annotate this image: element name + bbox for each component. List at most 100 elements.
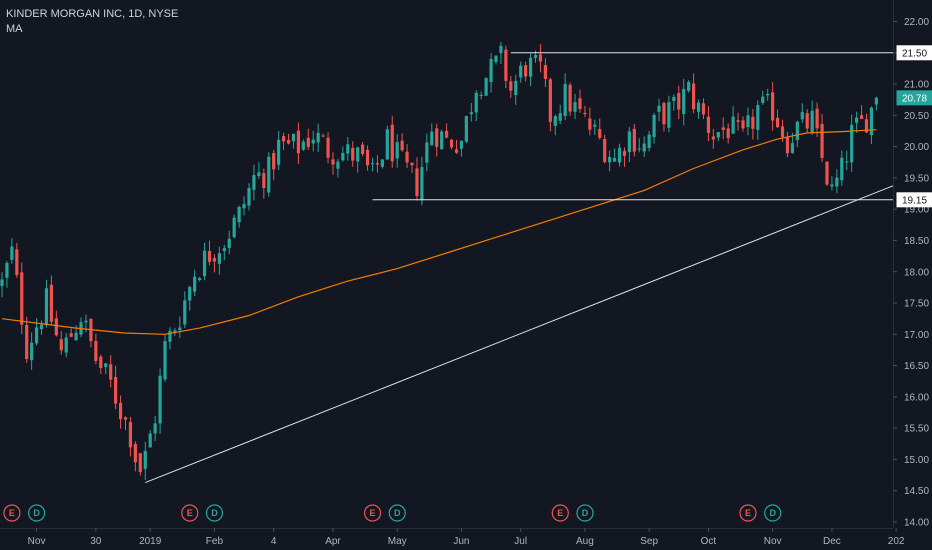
candle-body[interactable] xyxy=(232,217,236,238)
candle-body[interactable] xyxy=(395,142,399,159)
candle-body[interactable] xyxy=(622,151,627,156)
candle-body[interactable] xyxy=(227,238,231,248)
candle-body[interactable] xyxy=(805,113,809,129)
candle-body[interactable] xyxy=(272,153,276,170)
candle-body[interactable] xyxy=(874,97,878,105)
candle-body[interactable] xyxy=(10,246,14,260)
candle-body[interactable] xyxy=(5,263,9,278)
candle-body[interactable] xyxy=(440,131,444,150)
candle-body[interactable] xyxy=(198,278,202,281)
candle-body[interactable] xyxy=(415,168,419,197)
earnings-marker[interactable] xyxy=(363,504,382,522)
candle-body[interactable] xyxy=(84,320,88,323)
candle-body[interactable] xyxy=(563,84,567,116)
candle-body[interactable] xyxy=(138,453,142,472)
candle-body[interactable] xyxy=(637,148,641,150)
candle-body[interactable] xyxy=(746,115,750,128)
candle-body[interactable] xyxy=(612,158,617,162)
candle-body[interactable] xyxy=(173,330,177,333)
candle-body[interactable] xyxy=(410,162,414,166)
candle-body[interactable] xyxy=(795,121,799,140)
candle-body[interactable] xyxy=(790,143,794,153)
candle-body[interactable] xyxy=(257,172,261,176)
candle-body[interactable] xyxy=(128,422,133,448)
dividend-marker[interactable] xyxy=(576,504,594,522)
candle-body[interactable] xyxy=(687,82,691,91)
candle-body[interactable] xyxy=(346,144,350,154)
earnings-marker[interactable] xyxy=(3,504,21,522)
candle-body[interactable] xyxy=(721,127,725,131)
candle-body[interactable] xyxy=(706,116,711,133)
candle-body[interactable] xyxy=(74,332,78,341)
candle-body[interactable] xyxy=(825,161,829,185)
candle-body[interactable] xyxy=(109,364,113,380)
candle-body[interactable] xyxy=(202,250,207,277)
candle-body[interactable] xyxy=(667,102,671,128)
candle-body[interactable] xyxy=(133,443,137,463)
earnings-marker[interactable] xyxy=(181,504,199,522)
candle-body[interactable] xyxy=(647,134,651,148)
candle-body[interactable] xyxy=(94,341,98,361)
candle-body[interactable] xyxy=(850,124,854,163)
candle-body[interactable] xyxy=(148,433,152,448)
candle-body[interactable] xyxy=(603,138,607,163)
candle-body[interactable] xyxy=(859,115,864,119)
candle-body[interactable] xyxy=(608,156,612,163)
candle-body[interactable] xyxy=(104,363,108,368)
candle-body[interactable] xyxy=(696,102,701,112)
candle-body[interactable] xyxy=(751,116,755,129)
candle-body[interactable] xyxy=(741,120,745,129)
candle-body[interactable] xyxy=(163,341,167,380)
candle-body[interactable] xyxy=(435,128,439,147)
candle-body[interactable] xyxy=(336,161,340,169)
candle-body[interactable] xyxy=(311,139,315,144)
candle-body[interactable] xyxy=(143,450,147,469)
candle-body[interactable] xyxy=(588,118,592,130)
candle-body[interactable] xyxy=(820,123,824,158)
candle-body[interactable] xyxy=(390,124,394,162)
candle-body[interactable] xyxy=(533,54,538,58)
candle-body[interactable] xyxy=(830,184,834,187)
candle-body[interactable] xyxy=(242,204,246,209)
candle-body[interactable] xyxy=(731,116,735,134)
candle-body[interactable] xyxy=(44,288,49,325)
candle-body[interactable] xyxy=(785,136,790,154)
candle-body[interactable] xyxy=(578,98,582,110)
candle-body[interactable] xyxy=(474,92,478,113)
candle-body[interactable] xyxy=(118,403,123,420)
candle-body[interactable] xyxy=(385,129,389,160)
candle-body[interactable] xyxy=(301,141,305,150)
candle-body[interactable] xyxy=(449,139,454,148)
dividend-marker[interactable] xyxy=(28,504,46,522)
candle-body[interactable] xyxy=(538,54,543,62)
earnings-marker[interactable] xyxy=(551,504,569,522)
candle-body[interactable] xyxy=(375,163,380,165)
dividend-marker[interactable] xyxy=(388,504,406,522)
candle-body[interactable] xyxy=(123,417,128,420)
candle-body[interactable] xyxy=(207,251,212,262)
candle-body[interactable] xyxy=(370,163,375,165)
candle-body[interactable] xyxy=(267,156,271,193)
candle-body[interactable] xyxy=(672,96,676,102)
earnings-marker[interactable] xyxy=(739,504,757,522)
indicator-label[interactable]: MA xyxy=(6,23,23,35)
candle-body[interactable] xyxy=(321,135,325,137)
candle-body[interactable] xyxy=(183,300,187,325)
candle-body[interactable] xyxy=(54,318,58,336)
candle-body[interactable] xyxy=(771,92,775,121)
candle-body[interactable] xyxy=(716,132,720,138)
candle-body[interactable] xyxy=(761,96,765,103)
candle-body[interactable] xyxy=(361,144,365,155)
candle-body[interactable] xyxy=(30,342,34,361)
candle-body[interactable] xyxy=(514,80,518,96)
candle-body[interactable] xyxy=(425,142,429,163)
candle-body[interactable] xyxy=(756,105,760,130)
candle-body[interactable] xyxy=(99,356,103,369)
candle-body[interactable] xyxy=(59,339,63,351)
candle-body[interactable] xyxy=(711,136,715,140)
candle-body[interactable] xyxy=(598,129,602,138)
candle-body[interactable] xyxy=(262,173,266,189)
candle-body[interactable] xyxy=(39,324,44,330)
